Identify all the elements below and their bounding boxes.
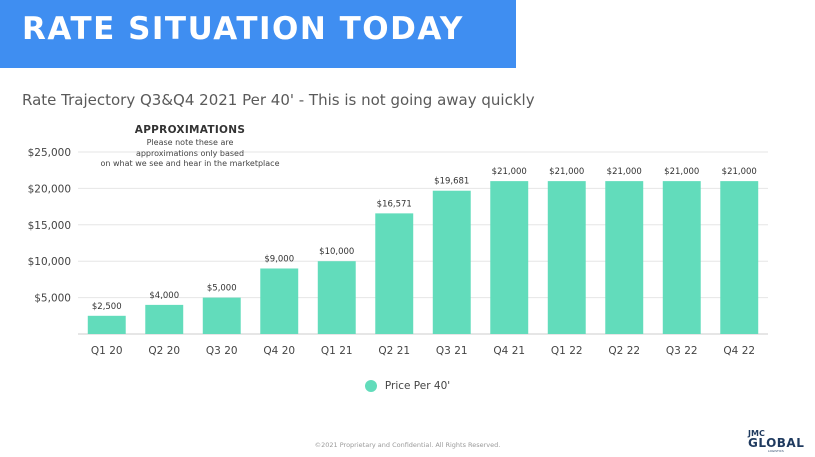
bar <box>375 213 414 334</box>
x-tick-label: Q2 21 <box>378 345 410 357</box>
y-tick-label: $25,000 <box>28 147 71 159</box>
bar <box>202 297 241 334</box>
bar <box>145 304 184 334</box>
company-logo: JMC GLOBAL LOGISTICS <box>748 429 810 453</box>
data-label: $21,000 <box>549 167 584 177</box>
x-tick-label: Q4 22 <box>723 345 755 357</box>
x-tick-label: Q1 22 <box>551 345 583 357</box>
data-label: $21,000 <box>664 167 699 177</box>
x-tick-label: Q1 20 <box>91 345 123 357</box>
x-tick-label: Q3 21 <box>436 345 468 357</box>
bar <box>662 181 701 334</box>
y-tick-label: $5,000 <box>34 293 71 305</box>
chart-subtitle: Rate Trajectory Q3&Q4 2021 Per 40' - Thi… <box>22 91 535 109</box>
data-label: $21,000 <box>722 167 757 177</box>
note-body: Please note these are approximations onl… <box>80 138 300 170</box>
logo-main-text: GLOBAL <box>748 436 805 450</box>
data-label: $10,000 <box>319 247 354 257</box>
x-tick-label: Q2 20 <box>148 345 180 357</box>
bar <box>720 181 759 334</box>
note-line: on what we see and hear in the marketpla… <box>100 159 280 168</box>
y-tick-label: $15,000 <box>28 220 71 232</box>
data-label: $9,000 <box>264 254 294 264</box>
bar <box>260 268 299 334</box>
note-line: Please note these are <box>146 138 234 147</box>
legend-entry: Price Per 40' <box>364 380 451 392</box>
y-tick-label: $20,000 <box>28 183 71 195</box>
data-label: $21,000 <box>607 167 642 177</box>
x-tick-label: Q3 22 <box>666 345 698 357</box>
approximations-note: APPROXIMATIONS Please note these are app… <box>80 124 300 170</box>
data-label: $21,000 <box>492 167 527 177</box>
note-title: APPROXIMATIONS <box>134 124 246 136</box>
bar-chart: $5,000 $10,000 $15,000 $20,000 $25,000 $2,500… <box>28 147 768 357</box>
y-tick-label: $10,000 <box>28 256 71 268</box>
logo-top-text: JMC <box>748 429 765 438</box>
note-line: approximations only based <box>135 148 245 158</box>
page-title: RATE SITUATION TODAY <box>22 11 464 47</box>
data-label: $5,000 <box>207 284 237 294</box>
data-label: $4,000 <box>149 291 179 301</box>
footer-copyright: ©2021 Proprietary and Confidential. All … <box>314 441 501 449</box>
data-label: $19,681 <box>434 177 469 187</box>
legend-swatch <box>364 380 377 392</box>
bar <box>490 181 529 334</box>
x-tick-label: Q3 20 <box>206 345 238 357</box>
chart-legend: Price Per 40' <box>0 380 815 395</box>
x-tick-label: Q4 20 <box>263 345 295 357</box>
legend-label: Price Per 40' <box>384 380 451 392</box>
bar <box>87 315 126 334</box>
bar <box>317 261 356 334</box>
logo-sub-text: LOGISTICS <box>768 449 784 453</box>
data-label: $16,571 <box>377 199 412 209</box>
x-tick-label: Q2 22 <box>608 345 640 357</box>
x-tick-label: Q4 21 <box>493 345 525 357</box>
title-banner: RATE SITUATION TODAY <box>0 0 516 68</box>
data-label: $2,500 <box>92 302 122 312</box>
bar <box>605 181 644 334</box>
x-tick-label: Q1 21 <box>321 345 353 357</box>
bar <box>547 181 586 334</box>
bar <box>432 190 471 334</box>
